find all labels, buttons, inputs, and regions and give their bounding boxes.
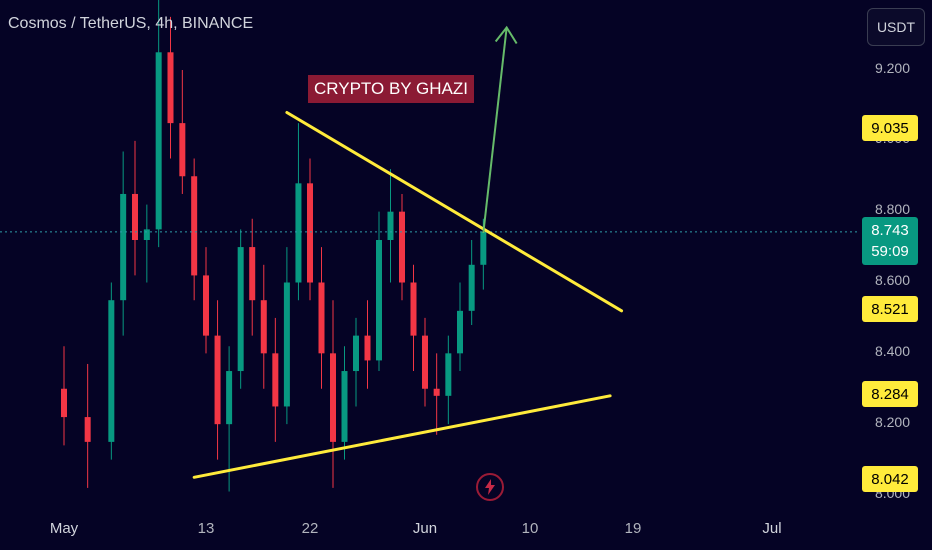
candle-body <box>376 240 382 361</box>
bar-countdown: 59:09 <box>871 243 909 260</box>
candle <box>203 247 209 354</box>
candle-body <box>155 52 162 230</box>
candle <box>307 158 313 301</box>
candle-body <box>272 353 279 407</box>
candle-body <box>410 282 417 336</box>
current-price-value: 8.743 <box>871 222 909 239</box>
candle <box>132 140 138 276</box>
candle-body <box>108 300 115 442</box>
candle <box>353 317 359 407</box>
candle-body <box>179 123 186 177</box>
candle-body <box>399 211 405 283</box>
candle-body <box>457 310 463 354</box>
candle-body <box>341 371 348 442</box>
date-tick: Jul <box>762 520 782 537</box>
candle <box>468 240 475 325</box>
date-tick: May <box>49 520 79 537</box>
candle <box>399 193 405 301</box>
candle-body <box>330 353 336 442</box>
candle-body <box>318 282 325 354</box>
price-tick: 8.400 <box>874 343 910 359</box>
candle <box>330 300 336 488</box>
candle <box>61 346 67 446</box>
candle-body <box>84 417 91 442</box>
candle <box>318 247 325 389</box>
candle-body <box>167 52 174 124</box>
price-tick: 8.200 <box>874 414 910 430</box>
candle <box>433 353 440 435</box>
date-tick: 22 <box>301 520 319 537</box>
candle-body <box>61 388 67 418</box>
date-tick: 10 <box>521 520 539 537</box>
candle-body <box>480 231 487 265</box>
candle-body <box>353 335 359 372</box>
candle <box>155 0 162 248</box>
candle-body <box>132 193 138 240</box>
lightning-bolt-icon[interactable] <box>476 473 504 501</box>
candle <box>226 346 233 492</box>
candle-body <box>445 353 452 396</box>
candle-body <box>226 371 233 425</box>
candle-body <box>237 247 244 372</box>
candles-layer <box>61 0 487 492</box>
candle-body <box>214 335 221 425</box>
candle-body <box>364 335 371 361</box>
candle-body <box>120 193 127 301</box>
support-trendline[interactable] <box>192 394 612 479</box>
candle-body <box>422 335 428 389</box>
candle-body <box>203 275 209 336</box>
candle <box>341 346 348 460</box>
candle-body <box>387 211 394 240</box>
price-label-badge: 8.042 <box>862 466 918 492</box>
candle <box>283 247 290 425</box>
date-tick: 19 <box>624 520 642 537</box>
candle <box>457 282 463 372</box>
breakout-arrow[interactable] <box>482 25 518 234</box>
price-label-badge: 9.035 <box>862 115 918 141</box>
price-tick: 8.600 <box>874 272 910 288</box>
currency-button[interactable]: USDT <box>867 8 925 46</box>
candle-body <box>143 229 150 240</box>
candle <box>376 211 382 372</box>
resistance-trendline[interactable] <box>285 111 624 313</box>
candle <box>249 218 256 336</box>
candle <box>191 158 198 301</box>
candle <box>179 70 186 194</box>
candle-body <box>433 388 440 396</box>
current-price-badge: 8.743 59:09 <box>862 217 918 265</box>
date-tick: Jun <box>412 520 438 537</box>
candle-body <box>468 264 475 311</box>
candle <box>237 229 244 389</box>
candle <box>387 169 394 283</box>
candle <box>84 363 91 488</box>
candle <box>295 123 302 301</box>
candle-body <box>260 300 267 354</box>
candle <box>108 282 115 460</box>
candle-body <box>283 282 290 407</box>
candle <box>143 204 150 283</box>
candle <box>445 335 452 425</box>
candle <box>260 264 267 389</box>
candle-body <box>249 247 256 301</box>
price-label-badge: 8.284 <box>862 381 918 407</box>
candle <box>364 300 371 389</box>
bolt-glyph <box>485 479 495 495</box>
symbol-title[interactable]: Cosmos / TetherUS, 4h, BINANCE <box>8 15 254 32</box>
candle <box>167 16 174 159</box>
candle <box>422 317 428 407</box>
candle-body <box>307 183 313 283</box>
price-tick: 9.200 <box>874 60 910 76</box>
candle <box>272 317 279 442</box>
candle <box>120 151 127 336</box>
candle-body <box>191 176 198 276</box>
candle <box>410 264 417 372</box>
price-label-badge: 8.521 <box>862 296 918 322</box>
date-tick: 13 <box>197 520 215 537</box>
watermark-label: CRYPTO BY GHAZI <box>308 75 474 103</box>
candle-body <box>295 183 302 283</box>
price-tick: 8.800 <box>874 201 910 217</box>
candle <box>214 300 221 460</box>
